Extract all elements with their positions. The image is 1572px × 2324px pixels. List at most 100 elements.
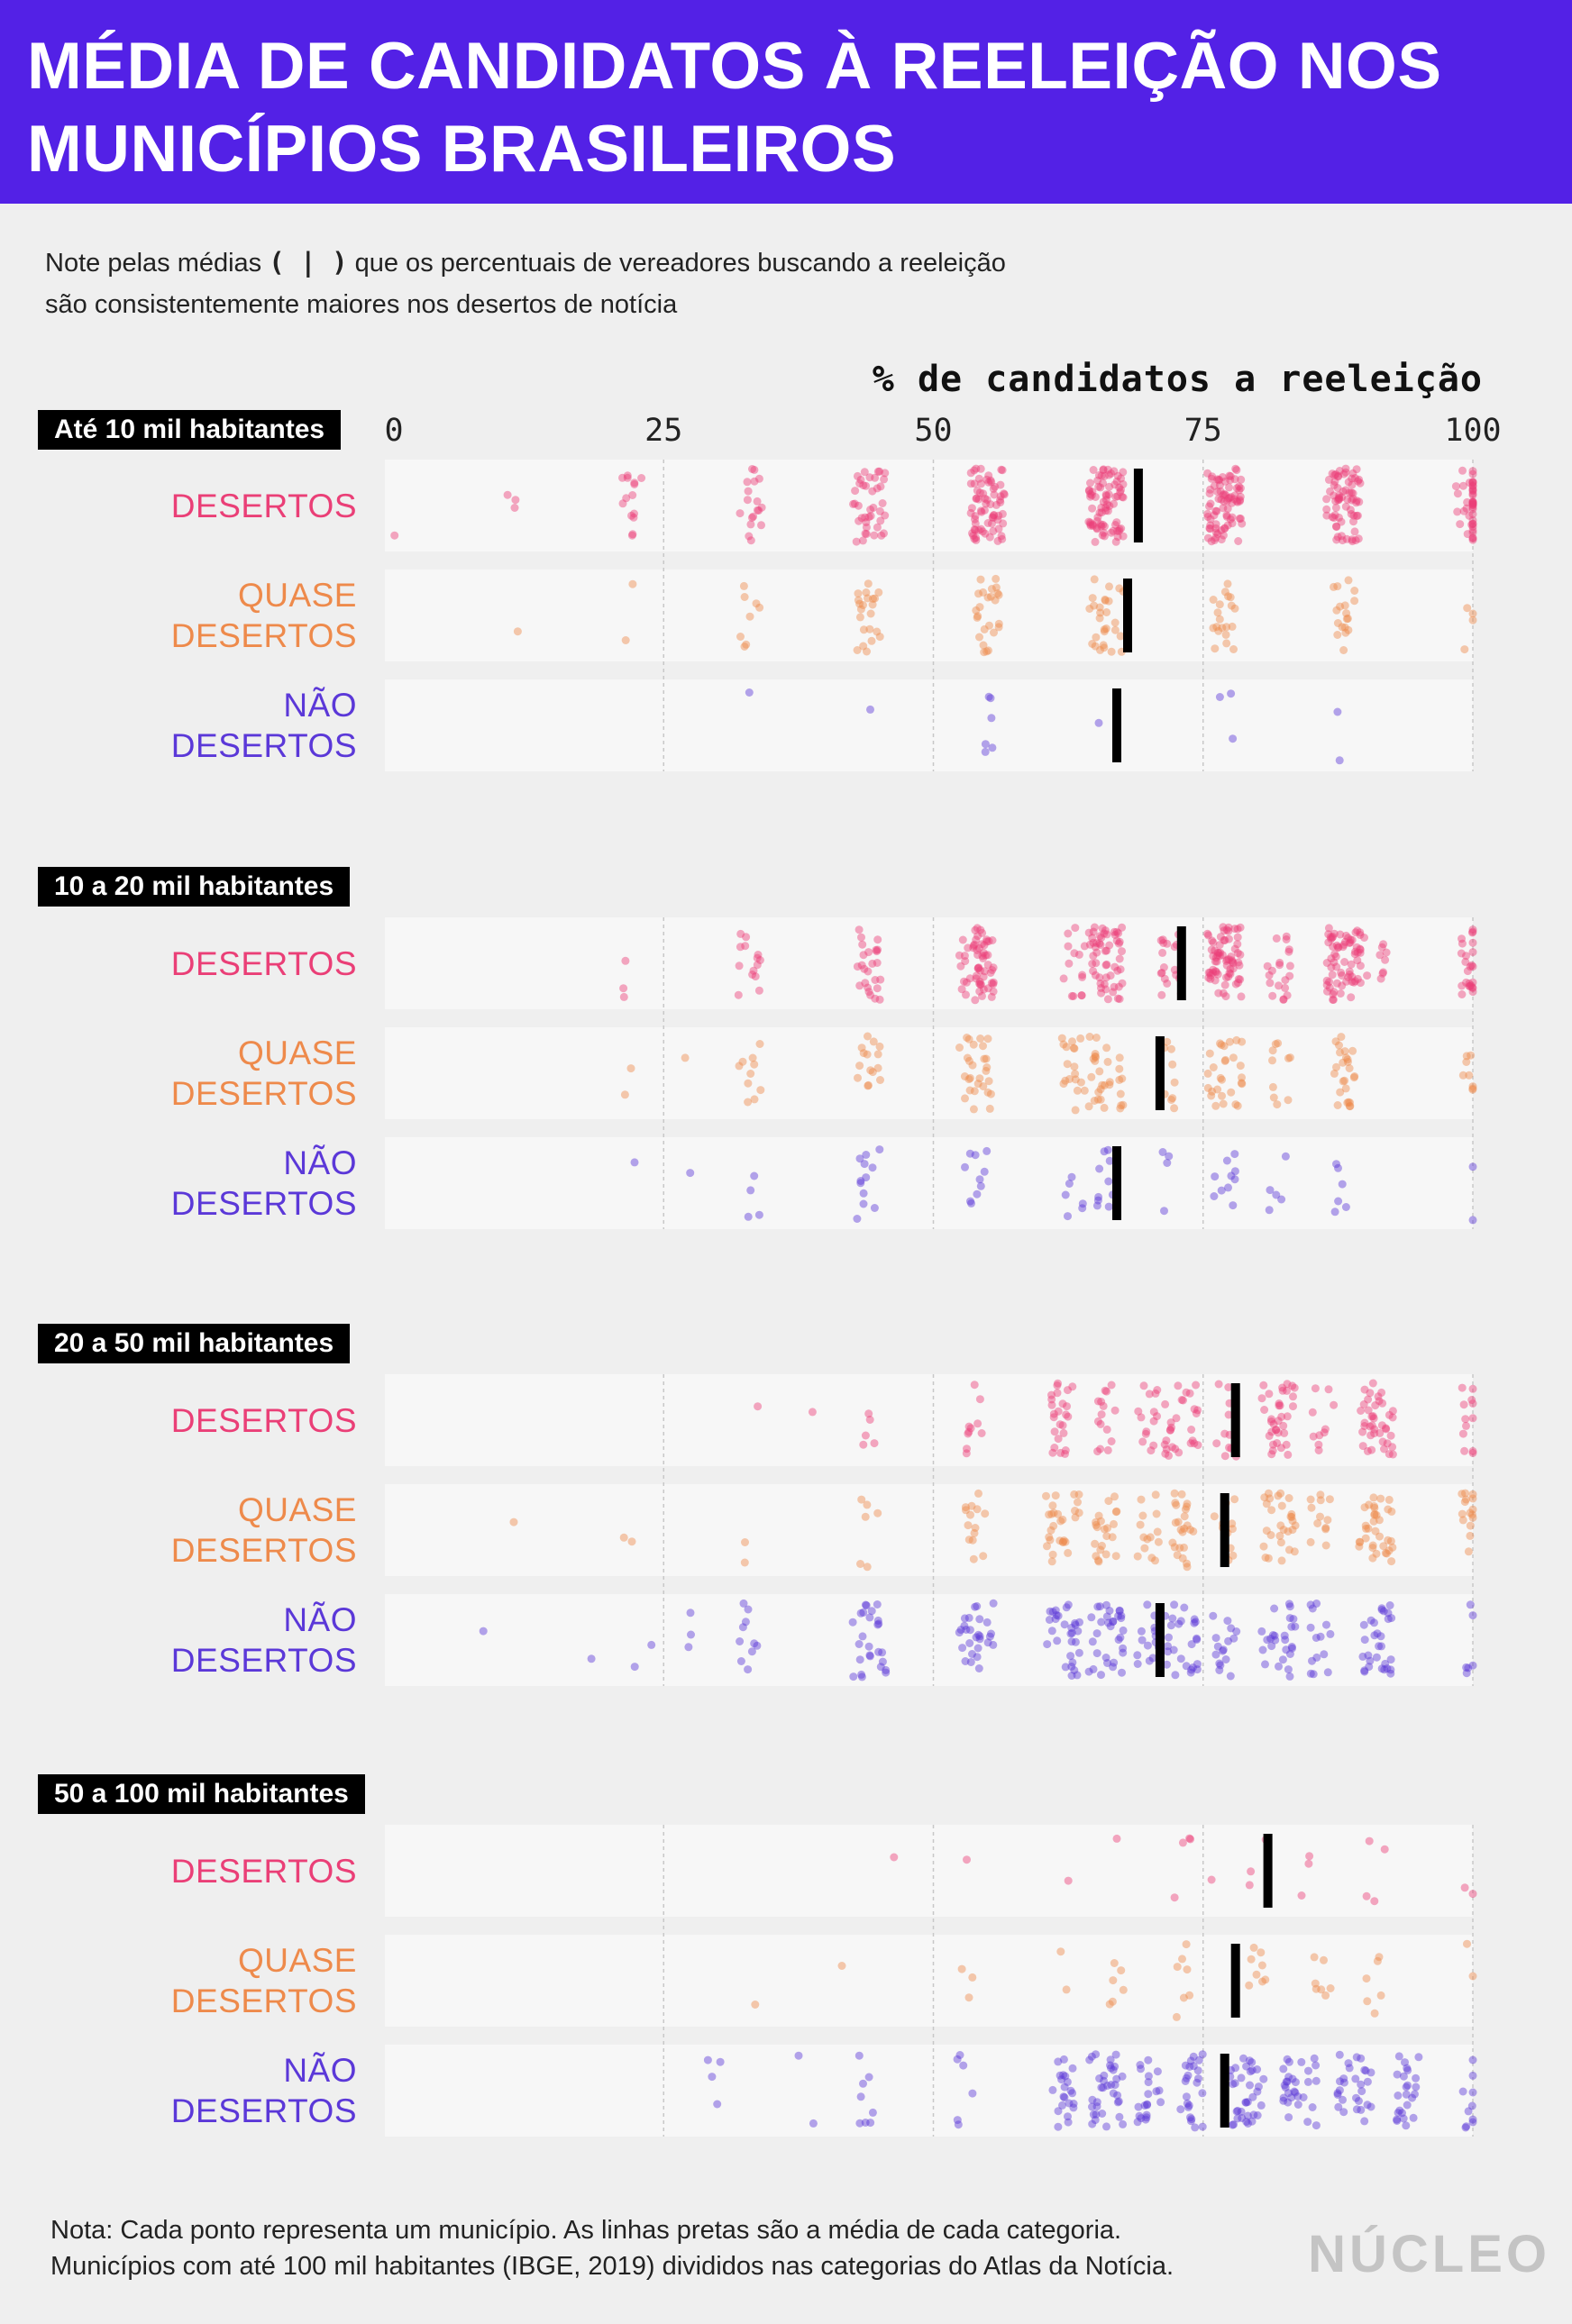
data-point bbox=[855, 613, 864, 622]
data-point bbox=[1112, 477, 1121, 486]
data-point bbox=[1136, 2061, 1145, 2069]
data-point bbox=[866, 609, 875, 618]
data-point bbox=[1110, 1492, 1119, 1501]
data-point bbox=[1348, 935, 1357, 944]
data-point bbox=[1275, 961, 1284, 970]
data-point bbox=[1376, 1991, 1385, 2000]
data-point bbox=[1333, 2091, 1342, 2099]
data-point bbox=[1215, 941, 1224, 950]
data-point bbox=[1100, 2071, 1109, 2080]
data-point bbox=[1115, 1075, 1124, 1084]
data-point bbox=[982, 1063, 992, 1071]
data-point bbox=[849, 499, 857, 508]
data-point bbox=[999, 519, 1008, 528]
data-point bbox=[1088, 2095, 1097, 2104]
data-point bbox=[1064, 942, 1073, 951]
data-point bbox=[1092, 2098, 1101, 2107]
data-point bbox=[1266, 1531, 1275, 1539]
data-point bbox=[1352, 497, 1361, 506]
data-point bbox=[1380, 1845, 1389, 1854]
data-point bbox=[1338, 1180, 1347, 1189]
data-point bbox=[1089, 1054, 1098, 1063]
data-point bbox=[975, 987, 984, 996]
data-point bbox=[1100, 1103, 1109, 1112]
data-point bbox=[1275, 958, 1284, 967]
data-point bbox=[955, 1628, 964, 1637]
data-point bbox=[1468, 533, 1477, 542]
data-point bbox=[1115, 1607, 1124, 1616]
data-point bbox=[1180, 1512, 1189, 1521]
data-point bbox=[1098, 1541, 1106, 1550]
data-point bbox=[1338, 623, 1347, 632]
data-point bbox=[1190, 1615, 1199, 1624]
data-point bbox=[1311, 1384, 1320, 1393]
data-point bbox=[1265, 1431, 1274, 1440]
data-point bbox=[1325, 983, 1334, 992]
data-point bbox=[1098, 1080, 1107, 1089]
data-point bbox=[1340, 958, 1349, 966]
data-point bbox=[1142, 2110, 1151, 2119]
data-point bbox=[1163, 1037, 1172, 1046]
data-point bbox=[873, 984, 882, 993]
data-point bbox=[1094, 1511, 1103, 1520]
data-point bbox=[1182, 1940, 1191, 1949]
data-point bbox=[1000, 489, 1009, 498]
data-point bbox=[1088, 520, 1097, 529]
data-point bbox=[1330, 1400, 1339, 1409]
data-point bbox=[857, 1670, 866, 1679]
data-point bbox=[969, 943, 978, 952]
data-point bbox=[1322, 980, 1331, 989]
data-point bbox=[980, 648, 989, 657]
data-point bbox=[1216, 487, 1225, 496]
data-point bbox=[1330, 491, 1338, 500]
data-point bbox=[1217, 535, 1226, 544]
data-point bbox=[1115, 1064, 1124, 1073]
data-point bbox=[1068, 1382, 1077, 1391]
data-point bbox=[1468, 1890, 1477, 1899]
data-point bbox=[873, 959, 882, 967]
data-point bbox=[1337, 532, 1346, 541]
data-point bbox=[1323, 1668, 1332, 1677]
data-point bbox=[1395, 2106, 1404, 2115]
data-point bbox=[1379, 1607, 1388, 1616]
data-point bbox=[876, 1663, 885, 1672]
data-point bbox=[1094, 470, 1103, 479]
data-point bbox=[983, 984, 992, 993]
data-point bbox=[1206, 971, 1215, 980]
data-point bbox=[1087, 1613, 1096, 1622]
data-point bbox=[1333, 707, 1342, 716]
data-point bbox=[1100, 980, 1109, 989]
data-point bbox=[1049, 1413, 1058, 1422]
data-point bbox=[1193, 1441, 1202, 1450]
data-point bbox=[1388, 1450, 1397, 1459]
data-point bbox=[981, 494, 990, 503]
data-point bbox=[1284, 1599, 1293, 1609]
data-point bbox=[1168, 1538, 1177, 1547]
data-point bbox=[1216, 933, 1225, 942]
data-point bbox=[1113, 2098, 1122, 2107]
data-point bbox=[990, 511, 999, 519]
data-point bbox=[1462, 1495, 1470, 1504]
data-point bbox=[1468, 497, 1477, 506]
data-point bbox=[1221, 1055, 1230, 1064]
data-point bbox=[1347, 488, 1356, 497]
data-point bbox=[1458, 481, 1467, 490]
data-point bbox=[1220, 936, 1229, 944]
data-point bbox=[1342, 977, 1351, 986]
data-point bbox=[975, 1615, 984, 1624]
data-point bbox=[979, 1042, 987, 1051]
data-point bbox=[1353, 511, 1362, 520]
data-point bbox=[1209, 952, 1218, 961]
data-point bbox=[1107, 647, 1116, 656]
data-point bbox=[1362, 1891, 1371, 1900]
data-point bbox=[1238, 1037, 1247, 1046]
data-point bbox=[1463, 967, 1472, 976]
data-point bbox=[1230, 1175, 1239, 1184]
data-point bbox=[1322, 505, 1331, 514]
data-point bbox=[854, 589, 863, 598]
data-point bbox=[998, 509, 1007, 518]
data-point bbox=[1335, 467, 1344, 475]
data-point bbox=[1211, 976, 1220, 985]
data-point bbox=[987, 478, 996, 487]
data-point bbox=[1303, 2118, 1312, 2127]
